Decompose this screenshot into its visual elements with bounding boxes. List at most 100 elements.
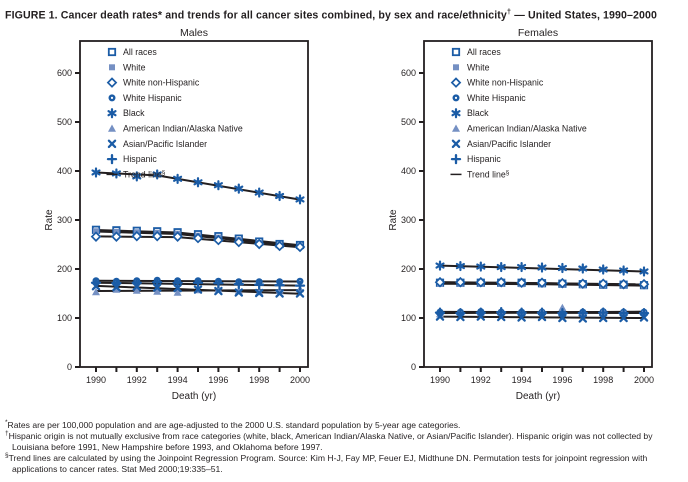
- marker-asterisk: [557, 262, 567, 273]
- marker-asterisk: [517, 261, 527, 272]
- marker-plus: [577, 307, 588, 319]
- marker-asterisk: [496, 261, 506, 272]
- legend-item-trend-line: Trend line§: [106, 169, 166, 179]
- legend-item-white-non-hispanic: White non-Hispanic: [106, 77, 200, 88]
- legend-item-white-hispanic: White Hispanic: [108, 93, 182, 103]
- plot-border: [79, 39, 309, 368]
- x-tick-label: 1990: [430, 375, 450, 385]
- marker-asterisk: [234, 183, 244, 194]
- marker-x-cross: [234, 288, 244, 297]
- legend-label: Trend line§: [467, 169, 510, 179]
- marker-asterisk: [578, 263, 588, 274]
- x-axis-title: Death (yr): [172, 391, 216, 402]
- y-tick-label: 300: [57, 215, 72, 225]
- marker-open-diamond: [172, 231, 183, 242]
- marker-plus: [638, 307, 650, 319]
- y-tick-label: 100: [401, 313, 416, 323]
- marker-plus: [496, 306, 507, 318]
- marker-open-diamond: [151, 230, 163, 242]
- legend-label: American Indian/Alaska Native: [467, 123, 587, 133]
- footnote-marker: *: [5, 418, 8, 426]
- marker-filled-triangle: [92, 287, 100, 295]
- marker-filled-triangle: [173, 288, 182, 296]
- series-hispanic: [434, 306, 650, 319]
- legend-item-american-indian-alaska-native: American Indian/Alaska Native: [108, 123, 243, 133]
- legend-item-all-races: All races: [451, 47, 501, 57]
- y-tick-label: 300: [401, 215, 416, 225]
- marker-asterisk: [639, 266, 649, 277]
- legend-item-asian-pacific-islander: Asian/Pacific Islander: [107, 139, 207, 149]
- legend-label: All races: [467, 47, 501, 57]
- marker-open-diamond: [106, 77, 118, 88]
- x-tick-label: 1994: [512, 375, 532, 385]
- legend-item-white-hispanic: White Hispanic: [452, 93, 526, 103]
- marker-plus: [111, 277, 122, 289]
- marker-filled-triangle: [108, 124, 116, 132]
- marker-x-cross: [193, 285, 203, 294]
- marker-open-diamond: [192, 232, 204, 244]
- marker-open-diamond: [475, 276, 487, 288]
- marker-filled-triangle: [132, 286, 141, 294]
- marker-plus: [172, 277, 183, 288]
- marker-plus: [213, 277, 224, 289]
- marker-asterisk: [173, 173, 183, 184]
- x-tick-label: 1992: [471, 375, 491, 385]
- series-hispanic: [90, 276, 306, 291]
- marker-open-diamond: [597, 278, 609, 289]
- marker-plus: [106, 153, 118, 165]
- marker-plus: [192, 277, 204, 288]
- marker-plus: [254, 279, 265, 290]
- y-axis-title: Rate: [44, 209, 55, 231]
- marker-x-cross: [214, 286, 223, 296]
- y-tick-label: 400: [401, 166, 416, 176]
- marker-donut-circle: [452, 94, 460, 102]
- series-white-non-hispanic: [434, 276, 650, 290]
- chart-title-males: Males: [180, 27, 208, 39]
- males-chart-container: Males 0 100 200 300 400 500 600 Rate 1990 1992 1994…: [0, 25, 344, 417]
- legend-label: White Hispanic: [123, 93, 182, 103]
- marker-plus: [455, 307, 466, 319]
- marker-open-diamond: [213, 234, 224, 246]
- marker-asterisk: [91, 167, 101, 178]
- legend-item-asian-pacific-islander: Asian/Pacific Islander: [451, 139, 551, 149]
- footnotes: *Rates are per 100,000 population and ar…: [0, 417, 688, 475]
- marker-open-diamond: [90, 231, 102, 242]
- footnote-text: Hispanic origin is not mutually exclusiv…: [8, 431, 653, 452]
- marker-x-cross: [173, 283, 182, 293]
- x-axis-title: Death (yr): [516, 391, 560, 402]
- marker-donut-circle: [108, 94, 116, 102]
- marker-plus: [131, 277, 142, 288]
- marker-plus: [294, 280, 306, 291]
- marker-open-diamond: [274, 240, 285, 252]
- marker-filled-triangle: [558, 303, 567, 311]
- legend-item-white: White: [109, 62, 146, 72]
- marker-asterisk: [451, 107, 461, 119]
- x-tick-label: 1996: [208, 375, 228, 385]
- x-tick-label: 1992: [127, 375, 147, 385]
- marker-open-diamond: [455, 276, 466, 288]
- legend-item-hispanic: Hispanic: [450, 153, 501, 165]
- x-tick-label: 1994: [168, 375, 188, 385]
- marker-asterisk: [476, 261, 486, 272]
- x-tick-label: 1998: [593, 375, 613, 385]
- marker-x-cross: [578, 314, 588, 323]
- marker-plus: [152, 276, 163, 288]
- footnote-hispanic-origin: †Hispanic origin is not mutually exclusi…: [5, 430, 684, 452]
- marker-x-cross: [275, 289, 284, 298]
- marker-open-diamond: [294, 241, 306, 253]
- footnote-text: Rates are per 100,000 population and are…: [7, 419, 461, 430]
- marker-open-diamond: [618, 278, 629, 290]
- marker-plus: [434, 307, 446, 318]
- x-axis: 1990 1992 1994 1996 1998 2000: [430, 366, 654, 385]
- marker-plus: [618, 307, 629, 319]
- marker-x-cross: [107, 139, 117, 148]
- marker-plus: [516, 307, 527, 318]
- legend-label: Hispanic: [467, 154, 501, 164]
- legend-label: White Hispanic: [467, 93, 526, 103]
- footnote-rates: *Rates are per 100,000 population and ar…: [5, 419, 684, 431]
- marker-open-diamond: [111, 231, 122, 242]
- marker-asterisk: [132, 171, 142, 182]
- charts-row: Males 0 100 200 300 400 500 600 Rate 1990 1992 1994…: [0, 25, 688, 417]
